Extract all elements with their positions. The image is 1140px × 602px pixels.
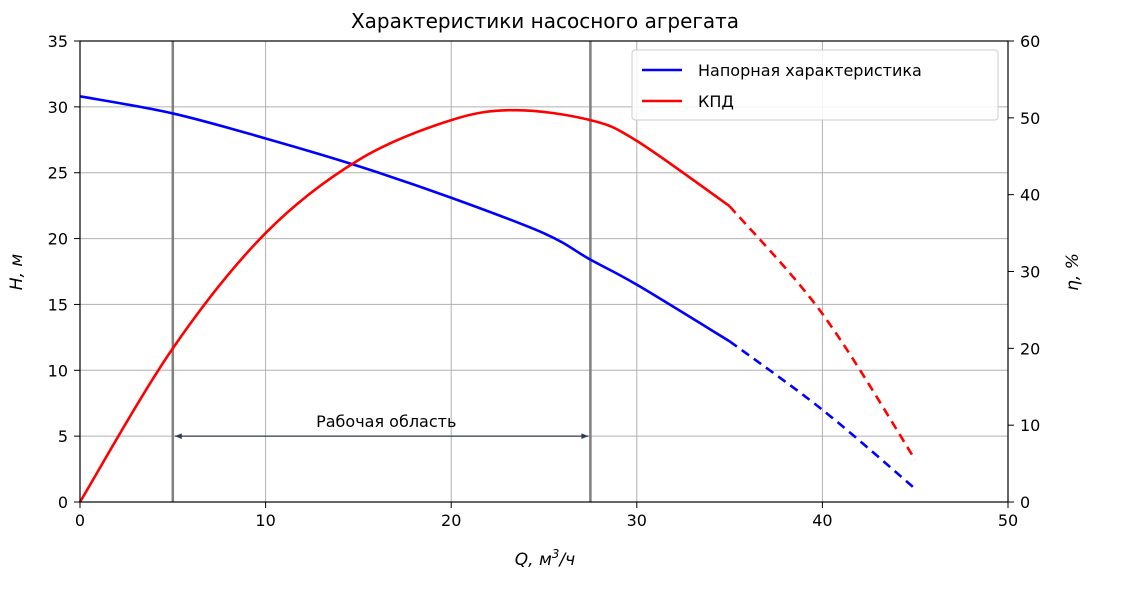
- y-right-tick-label-1: 10: [1020, 416, 1040, 435]
- x-axis-label: Q, м3/ч: [515, 547, 575, 570]
- x-tick-label-2: 20: [441, 511, 461, 530]
- x-axis-label-main: Q, м: [515, 550, 552, 570]
- efficiency-curve-point-5: [515, 109, 518, 112]
- y-right-tick-label-3: 30: [1020, 263, 1040, 282]
- y-left-tick-label-4: 20: [48, 230, 68, 249]
- head-curve-point-5: [543, 232, 546, 235]
- head-curve-point-7: [636, 283, 639, 286]
- head-curve-point-1: [172, 112, 175, 115]
- head-curve-dashed: [728, 340, 917, 490]
- x-axis-ticks: 0 10 20 30 40 50: [75, 502, 1018, 530]
- y-left-tick-label-0: 0: [58, 493, 68, 512]
- legend-label-efficiency: КПД: [698, 92, 734, 111]
- head-curve-point-2: [264, 137, 267, 140]
- working-region-boundaries: [171, 41, 592, 502]
- y-left-tick-label-5: 25: [48, 164, 68, 183]
- series-group: [78, 95, 917, 503]
- y-right-tick-label-4: 40: [1020, 186, 1040, 205]
- head-curve-point-4: [450, 196, 453, 199]
- efficiency-curve-point-3: [357, 159, 360, 162]
- y-left-tick-label-7: 35: [48, 32, 68, 51]
- head-curve-point-9: [821, 409, 824, 412]
- y-right-tick-label-0: 0: [1020, 493, 1030, 512]
- chart-title: Характеристики насосного агрегата: [351, 9, 739, 33]
- y-left-tick-label-2: 10: [48, 361, 68, 380]
- y-left-tick-label-1: 5: [58, 427, 68, 446]
- efficiency-curve-point-6: [589, 119, 592, 122]
- efficiency-curve-solid: [78, 108, 731, 503]
- efficiency-curve-point-4: [450, 119, 453, 122]
- x-tick-label-0: 0: [75, 511, 85, 530]
- efficiency-curve-point-2: [264, 232, 267, 235]
- efficiency-curve-dashed: [728, 205, 917, 461]
- x-tick-label-4: 40: [812, 511, 832, 530]
- efficiency-curve-point-8: [728, 205, 731, 208]
- legend: Напорная характеристика КПД: [631, 49, 999, 121]
- y-right-tick-label-2: 20: [1020, 339, 1040, 358]
- x-tick-label-5: 50: [998, 511, 1018, 530]
- y-left-tick-label-6: 30: [48, 98, 68, 117]
- efficiency-curve-point-1: [172, 347, 175, 350]
- y-left-tick-label-3: 15: [48, 295, 68, 314]
- efficiency-curve-point-7: [636, 140, 639, 143]
- working-region-label: Рабочая область: [316, 412, 456, 431]
- x-tick-label-3: 30: [627, 511, 647, 530]
- head-curve-points: [79, 95, 917, 490]
- efficiency-curve-point-10: [914, 458, 917, 461]
- y-left-axis-ticks: 0 5 10 15 20 25 30 35: [48, 32, 80, 512]
- efficiency-curve-point-9: [821, 312, 824, 315]
- y-left-axis-label: H, м: [7, 254, 27, 291]
- y-right-tick-label-5: 50: [1020, 109, 1040, 128]
- head-curve-point-10: [914, 488, 917, 491]
- x-axis-label-tail: /ч: [557, 550, 575, 570]
- working-region-annotation: Рабочая область: [174, 412, 589, 439]
- x-tick-label-1: 10: [255, 511, 275, 530]
- y-right-tick-label-6: 60: [1020, 32, 1040, 51]
- head-curve-point-6: [589, 258, 592, 261]
- head-curve-point-8: [728, 340, 731, 343]
- y-right-axis-label: η, %: [1063, 253, 1083, 291]
- legend-label-head: Напорная характеристика: [698, 61, 922, 80]
- x-axis-label-sup: 3: [552, 547, 560, 561]
- head-curve-solid: [79, 95, 731, 343]
- legend-box: [631, 49, 999, 121]
- head-curve-point-3: [357, 165, 360, 168]
- y-right-axis-ticks: 0 10 20 30 40 50 60: [1008, 32, 1040, 512]
